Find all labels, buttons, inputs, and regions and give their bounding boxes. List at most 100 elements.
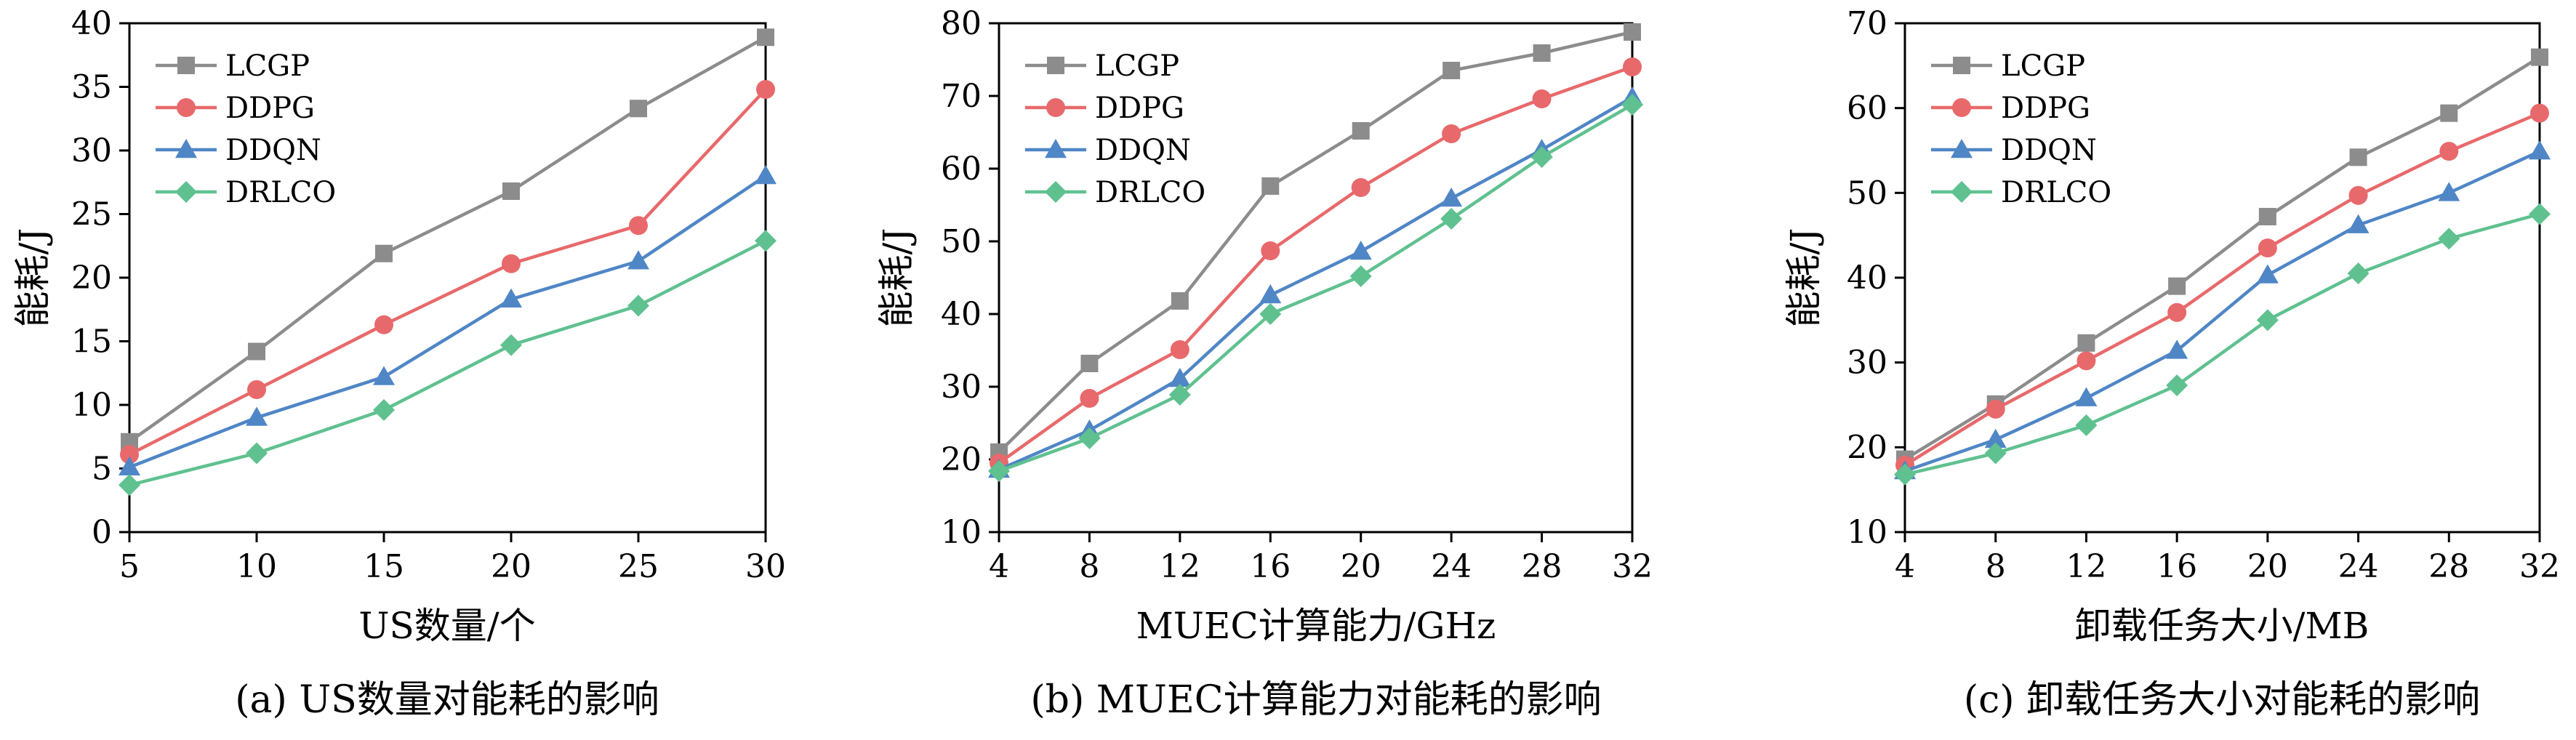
data-point-ddqn: [627, 250, 649, 270]
y-tick-label: 40: [71, 5, 112, 42]
legend-marker: [1953, 57, 1970, 74]
data-point-drlco: [2529, 203, 2551, 225]
data-point-lcgp: [2258, 208, 2276, 225]
data-point-lcgp: [630, 100, 647, 118]
panel-caption: (c) 卸载任务大小对能耗的影响: [1964, 678, 2480, 722]
x-tick-label: 12: [1160, 548, 1200, 585]
data-point-lcgp: [2531, 48, 2548, 66]
y-tick-label: 70: [941, 78, 982, 115]
series-line-ddqn: [1904, 150, 2540, 473]
data-point-ddpg: [2077, 351, 2096, 371]
series-line-ddpg: [998, 65, 1633, 464]
x-tick-label: 15: [364, 548, 404, 585]
x-tick-label: 8: [1986, 548, 2006, 585]
data-point-ddpg: [2258, 238, 2277, 258]
series-ddqn: [988, 87, 1643, 478]
data-point-ddqn: [2075, 387, 2098, 406]
x-tick-label: 16: [1250, 548, 1291, 585]
y-tick-label: 25: [71, 196, 112, 233]
legend-marker: [1046, 98, 1065, 117]
series-ddpg: [120, 80, 775, 464]
data-point-drlco: [988, 460, 1010, 482]
data-point-ddpg: [247, 380, 266, 399]
x-tick-label: 24: [1431, 548, 1472, 585]
data-point-lcgp: [1624, 23, 1641, 41]
legend-marker: [1047, 57, 1064, 74]
data-point-lcgp: [248, 342, 265, 361]
data-point-drlco: [627, 294, 649, 317]
y-tick-label: 10: [1847, 514, 1887, 551]
legend-label: DDQN: [1095, 134, 1191, 167]
data-point-ddpg: [1986, 399, 2005, 419]
data-point-drlco: [246, 442, 268, 464]
y-axis-title: 能耗/J: [875, 228, 918, 328]
data-point-drlco: [500, 334, 522, 356]
data-point-lcgp: [1080, 355, 1099, 372]
data-point-ddqn: [2438, 182, 2460, 201]
x-tick-label: 20: [1341, 548, 1381, 585]
data-point-ddqn: [1440, 188, 1463, 207]
y-tick-label: 15: [71, 323, 112, 361]
data-point-ddpg: [1623, 57, 1642, 76]
x-tick-label: 30: [745, 548, 786, 585]
legend-label: DRLCO: [1095, 176, 1205, 209]
data-point-ddpg: [2167, 302, 2187, 322]
y-tick-label: 20: [1847, 429, 1887, 466]
x-tick-label: 10: [236, 548, 277, 585]
data-point-ddqn: [1259, 284, 1282, 304]
data-point-lcgp: [375, 244, 393, 262]
series-drlco: [119, 230, 777, 496]
data-point-ddpg: [1442, 124, 1461, 143]
series-lcgp: [990, 23, 1641, 461]
chart-panel-2: 10 20 30 40 50 60 70 80 4 8 12 16 20 24 28 32 MUEC计算能力/G…: [875, 5, 1653, 722]
data-point-ddqn: [500, 288, 522, 307]
data-point-ddqn: [2256, 264, 2279, 283]
series-line-lcgp: [1903, 55, 2541, 461]
data-point-drlco: [1078, 427, 1101, 449]
series-line-ddqn: [129, 174, 767, 469]
data-point-drlco: [755, 230, 777, 252]
data-point-drlco: [1259, 303, 1282, 325]
data-point-drlco: [1168, 384, 1191, 406]
series-line-ddqn: [998, 96, 1634, 472]
x-tick-label: 28: [1522, 548, 1562, 585]
data-point-drlco: [2347, 262, 2370, 285]
legend-label: DDPG: [2001, 92, 2090, 125]
y-tick-label: 30: [1847, 345, 1887, 382]
legend-marker: [1951, 181, 1973, 203]
x-tick-label: 16: [2156, 548, 2197, 585]
y-tick-label: 0: [92, 514, 112, 551]
data-point-drlco: [1349, 265, 1372, 287]
data-point-ddqn: [1349, 241, 1372, 260]
x-tick-label: 20: [2247, 548, 2288, 585]
data-point-ddpg: [2439, 142, 2459, 161]
series-lcgp: [1896, 48, 2548, 468]
data-point-ddpg: [502, 254, 521, 273]
data-point-ddpg: [1532, 89, 1552, 108]
data-point-lcgp: [1352, 122, 1370, 140]
data-point-ddqn: [1168, 368, 1191, 387]
y-tick-label: 10: [71, 387, 112, 424]
data-point-ddqn: [2529, 140, 2551, 160]
legend-label: LCGP: [2001, 49, 2085, 83]
series-line-drlco: [998, 103, 1634, 473]
data-point-ddqn: [1984, 428, 2007, 449]
data-point-ddqn: [373, 366, 395, 385]
data-point-ddqn: [119, 456, 140, 475]
legend-marker: [1045, 181, 1067, 203]
x-tick-label: 8: [1079, 548, 1099, 585]
data-point-drlco: [2438, 228, 2460, 250]
data-point-drlco: [1621, 94, 1643, 116]
data-point-ddpg: [629, 216, 648, 236]
x-tick-label: 32: [2519, 548, 2560, 585]
x-tick-label: 4: [989, 548, 1009, 585]
x-tick-label: 4: [1895, 548, 1915, 585]
data-point-lcgp: [2168, 277, 2186, 295]
data-point-ddpg: [756, 80, 775, 99]
y-tick-label: 30: [941, 369, 982, 406]
series-line-ddpg: [1903, 111, 2540, 467]
data-point-ddqn: [755, 165, 777, 185]
y-axis-title: 能耗/J: [12, 228, 54, 328]
